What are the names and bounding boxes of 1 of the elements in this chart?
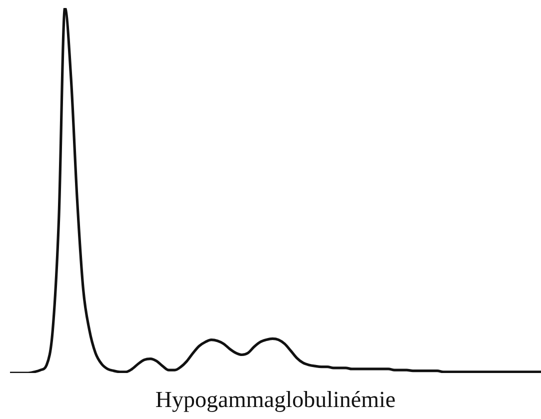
x-axis-title: Hypogammaglobulinémie <box>155 387 396 412</box>
